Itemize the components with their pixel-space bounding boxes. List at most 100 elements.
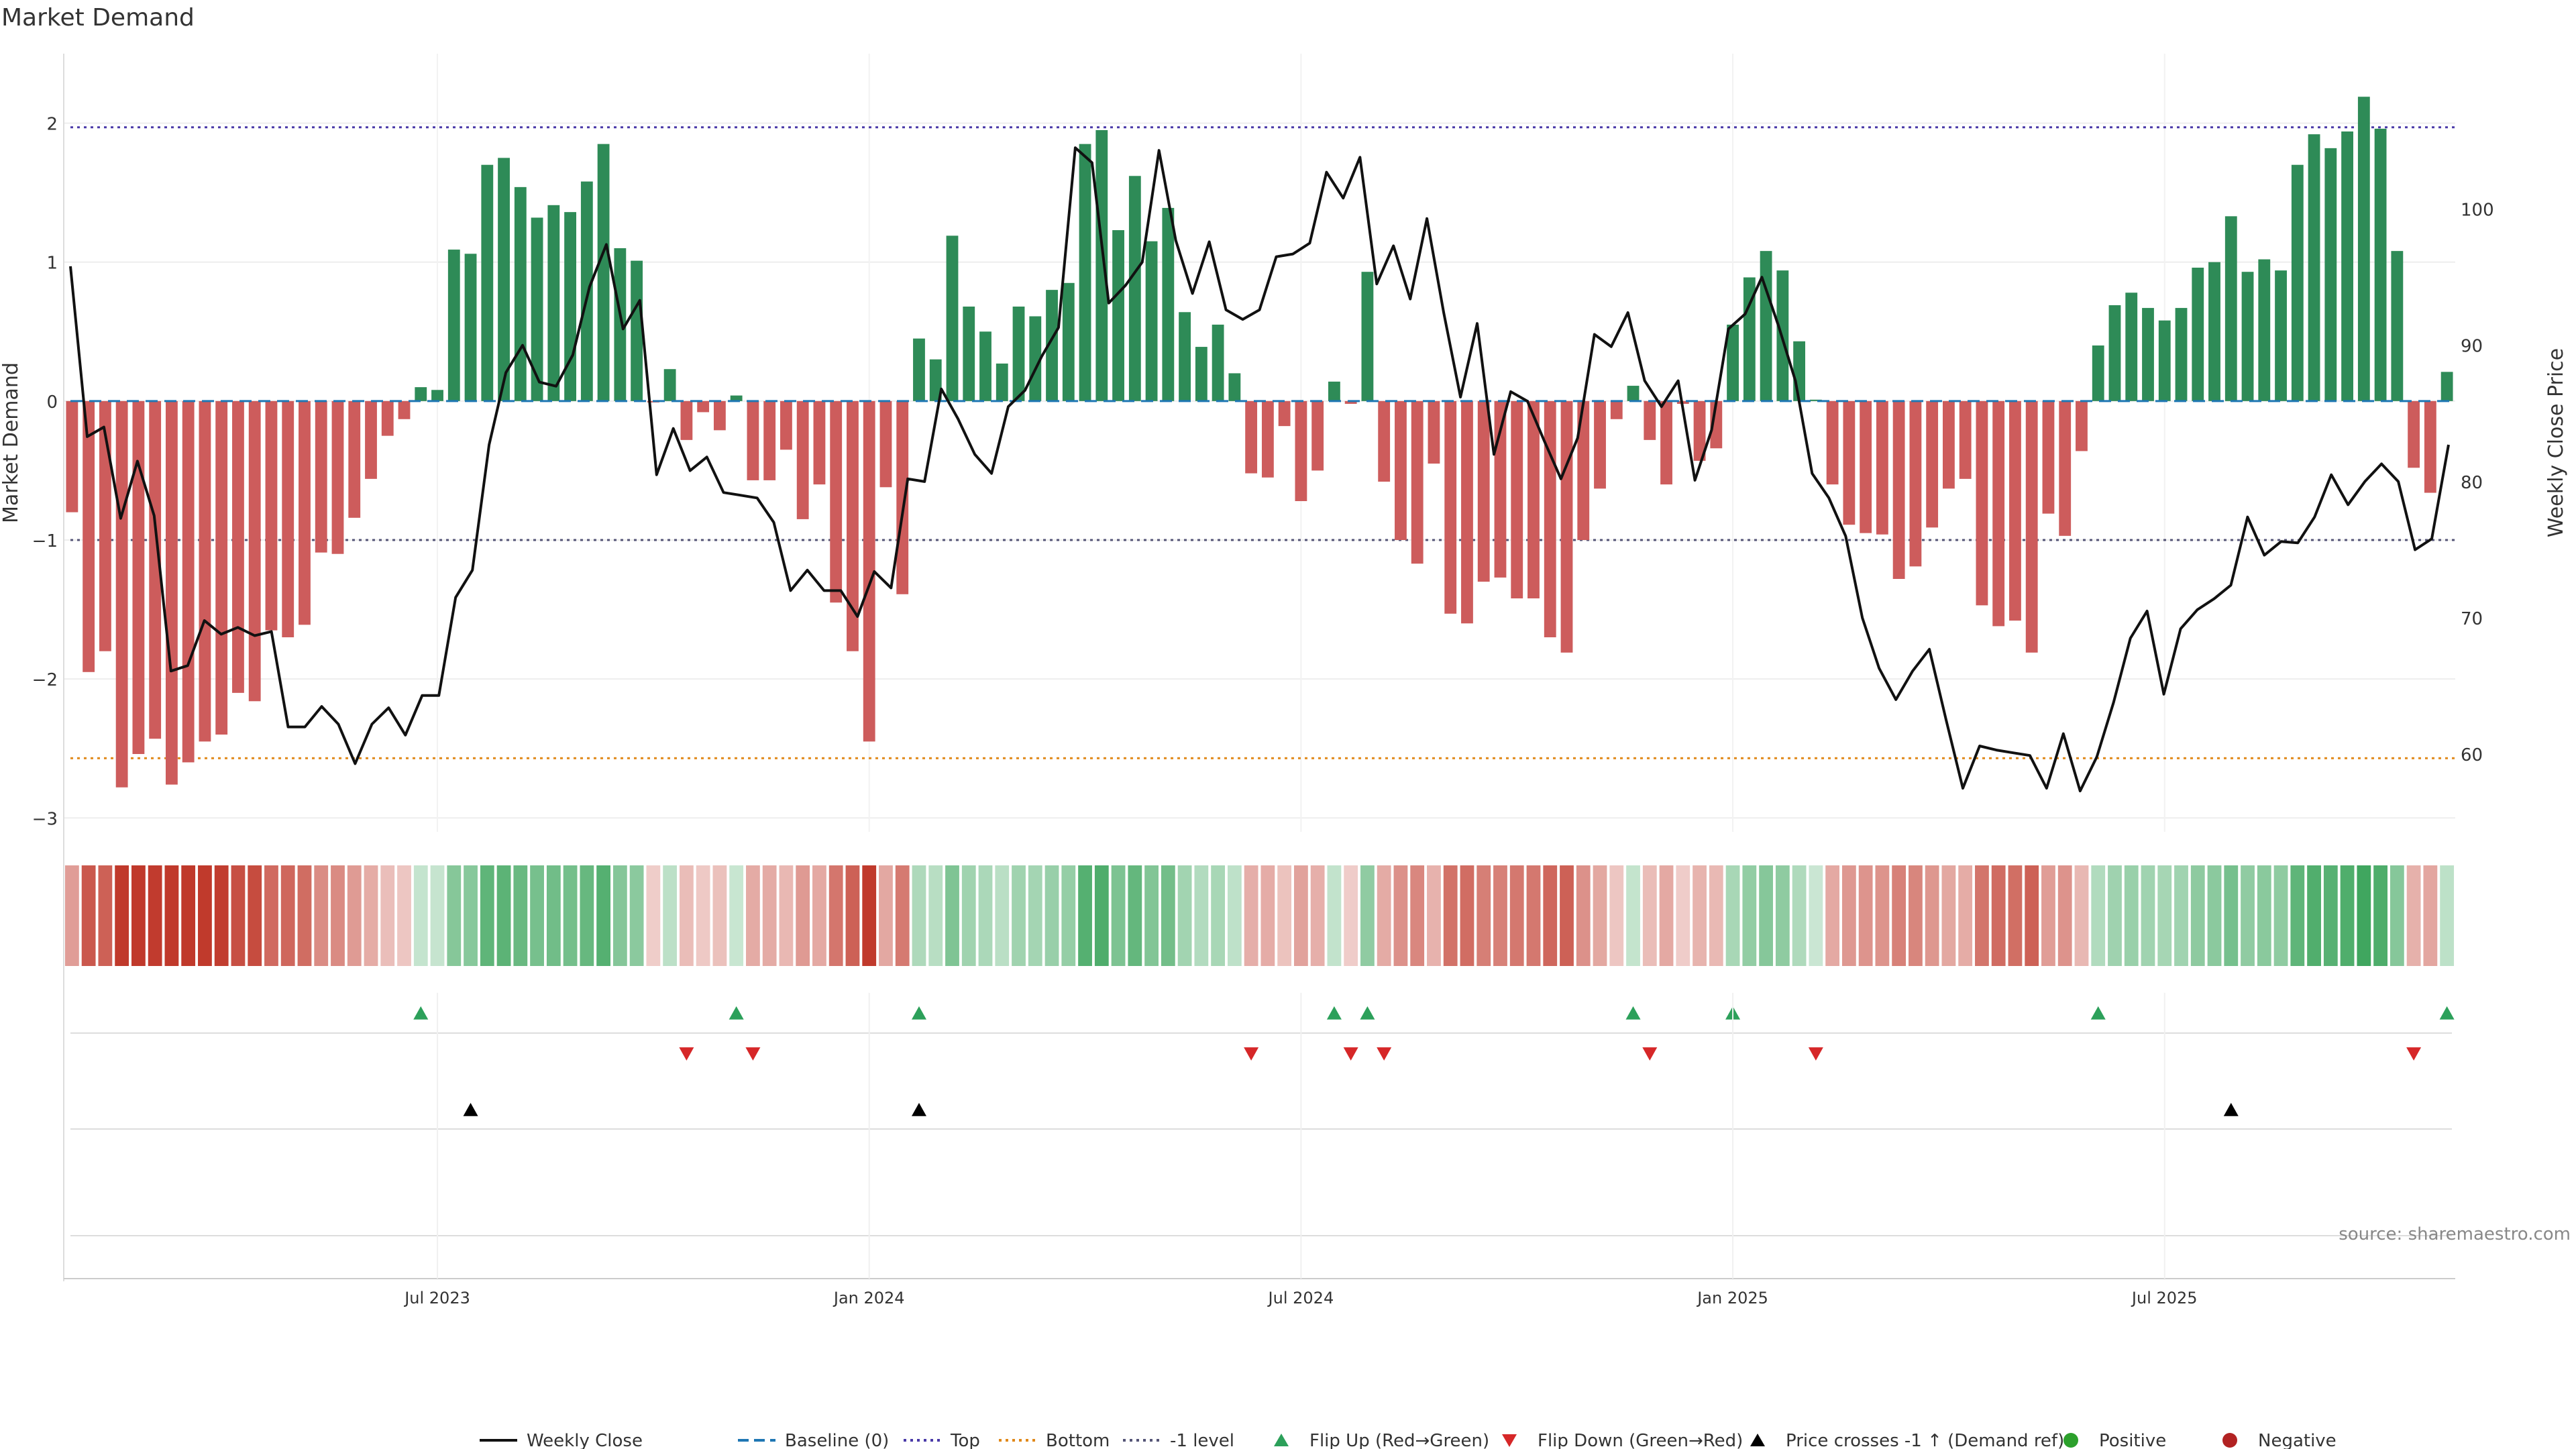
demand-bar <box>1179 312 1191 401</box>
demand-bar <box>2224 216 2237 401</box>
heat-cell <box>2406 865 2421 966</box>
flip-up-marker <box>911 1006 926 1020</box>
flip-up-marker <box>1625 1006 1641 1020</box>
heat-cell <box>1941 865 1956 966</box>
heat-cell <box>961 865 976 966</box>
demand-bar <box>348 400 361 518</box>
heat-cell <box>2340 865 2355 966</box>
right-axis-label: Weekly Close Price <box>2544 348 2568 537</box>
demand-bar <box>2092 345 2104 401</box>
heat-cell <box>2124 865 2139 966</box>
heat-cell <box>1509 865 1524 966</box>
demand-bar <box>1660 400 1672 485</box>
source-note: source: sharemaestro.com <box>2339 1224 2571 1244</box>
demand-bar <box>1876 400 1888 535</box>
y-left-tick-label: 0 <box>46 392 58 413</box>
signal-panels <box>70 1006 2455 1236</box>
heat-cell <box>447 865 462 966</box>
demand-bar <box>747 400 759 480</box>
demand-bar <box>879 400 892 488</box>
heat-cell <box>2290 865 2305 966</box>
demand-bar <box>796 400 809 519</box>
y-left-tick-label: 1 <box>46 254 58 274</box>
demand-bar <box>2341 131 2353 401</box>
demand-bar <box>1992 400 2005 627</box>
heat-cell <box>314 865 329 966</box>
heat-cell <box>231 865 246 966</box>
heat-cell <box>1875 865 1890 966</box>
weekly-close-line <box>69 146 2450 793</box>
demand-bar <box>149 400 162 739</box>
heat-cell <box>64 865 79 966</box>
heat-cell <box>629 865 644 966</box>
heat-cell <box>912 865 926 966</box>
heat-cell <box>397 865 411 966</box>
heat-cell <box>2307 865 2321 966</box>
heat-cell <box>862 865 877 966</box>
demand-bar <box>265 400 278 631</box>
heat-cell <box>1493 865 1507 966</box>
left-axis: 2 1 0 −1 −2 −3 <box>32 115 58 830</box>
demand-bar <box>431 390 443 401</box>
heat-cell <box>1144 865 1159 966</box>
heat-cell <box>530 865 544 966</box>
demand-bar <box>2291 164 2304 401</box>
heat-cell <box>663 865 678 966</box>
heat-cell <box>1858 865 1873 966</box>
demand-bar <box>464 254 477 401</box>
heat-cell <box>612 865 627 966</box>
x-tick-label: Jul 2025 <box>2131 1289 2198 1307</box>
x-tick-label: Jan 2024 <box>833 1289 905 1307</box>
heat-cell <box>2224 865 2239 966</box>
demand-bar <box>1145 241 1158 401</box>
heat-cell <box>214 865 229 966</box>
demand-bar <box>2108 305 2121 401</box>
legend-label: Top <box>950 1431 980 1449</box>
legend-item: Flip Down (Green→Red) <box>1502 1431 1743 1449</box>
heat-cell <box>580 865 594 966</box>
demand-bar <box>1212 324 1224 401</box>
demand-bar <box>713 400 726 431</box>
heat-cell <box>1094 865 1109 966</box>
heat-cell <box>1128 865 1142 966</box>
demand-bar <box>2125 292 2138 401</box>
heat-cell <box>1244 865 1258 966</box>
heat-cell <box>1460 865 1474 966</box>
legend: Weekly Close Baseline (0) Top Bottom -1 leve… <box>480 1431 2337 1449</box>
demand-bar <box>1095 129 1108 401</box>
heat-cell <box>2373 865 2387 966</box>
heat-cell <box>1410 865 1425 966</box>
heat-cell <box>181 865 196 966</box>
heat-cell <box>1709 865 1723 966</box>
demand-bar <box>1461 400 1473 624</box>
flip-up-marker <box>1360 1006 1375 1020</box>
legend-swatch-circle <box>2063 1433 2078 1448</box>
x-axis: Jul 2023 Jan 2024 Jul 2024 Jan 2025 Jul 2025 <box>64 993 2455 1307</box>
legend-item: Baseline (0) <box>738 1431 889 1449</box>
demand-bar <box>2142 308 2154 401</box>
demand-bar <box>1843 400 1856 525</box>
demand-bar <box>979 331 991 401</box>
heat-cell <box>1078 865 1092 966</box>
demand-bar <box>1112 230 1124 401</box>
heat-cell <box>513 865 528 966</box>
demand-bar <box>2308 134 2320 401</box>
heat-cell <box>1061 865 1076 966</box>
heat-cell <box>1841 865 1856 966</box>
demand-bar <box>1892 400 1905 579</box>
demand-bar <box>780 400 792 450</box>
demand-bar <box>1976 400 1988 606</box>
demand-bar <box>282 400 294 637</box>
demand-bar <box>215 400 228 735</box>
demand-bar <box>1444 400 1457 614</box>
heat-cell <box>297 865 312 966</box>
heat-cell <box>1759 865 1773 966</box>
demand-bar <box>929 359 942 401</box>
legend-swatch-triangle-up <box>1750 1434 1765 1446</box>
heat-cell <box>696 865 710 966</box>
heat-cell <box>1543 865 1558 966</box>
flip-down-marker <box>1244 1047 1259 1061</box>
heat-cell <box>895 865 910 966</box>
demand-bar <box>1594 400 1606 489</box>
